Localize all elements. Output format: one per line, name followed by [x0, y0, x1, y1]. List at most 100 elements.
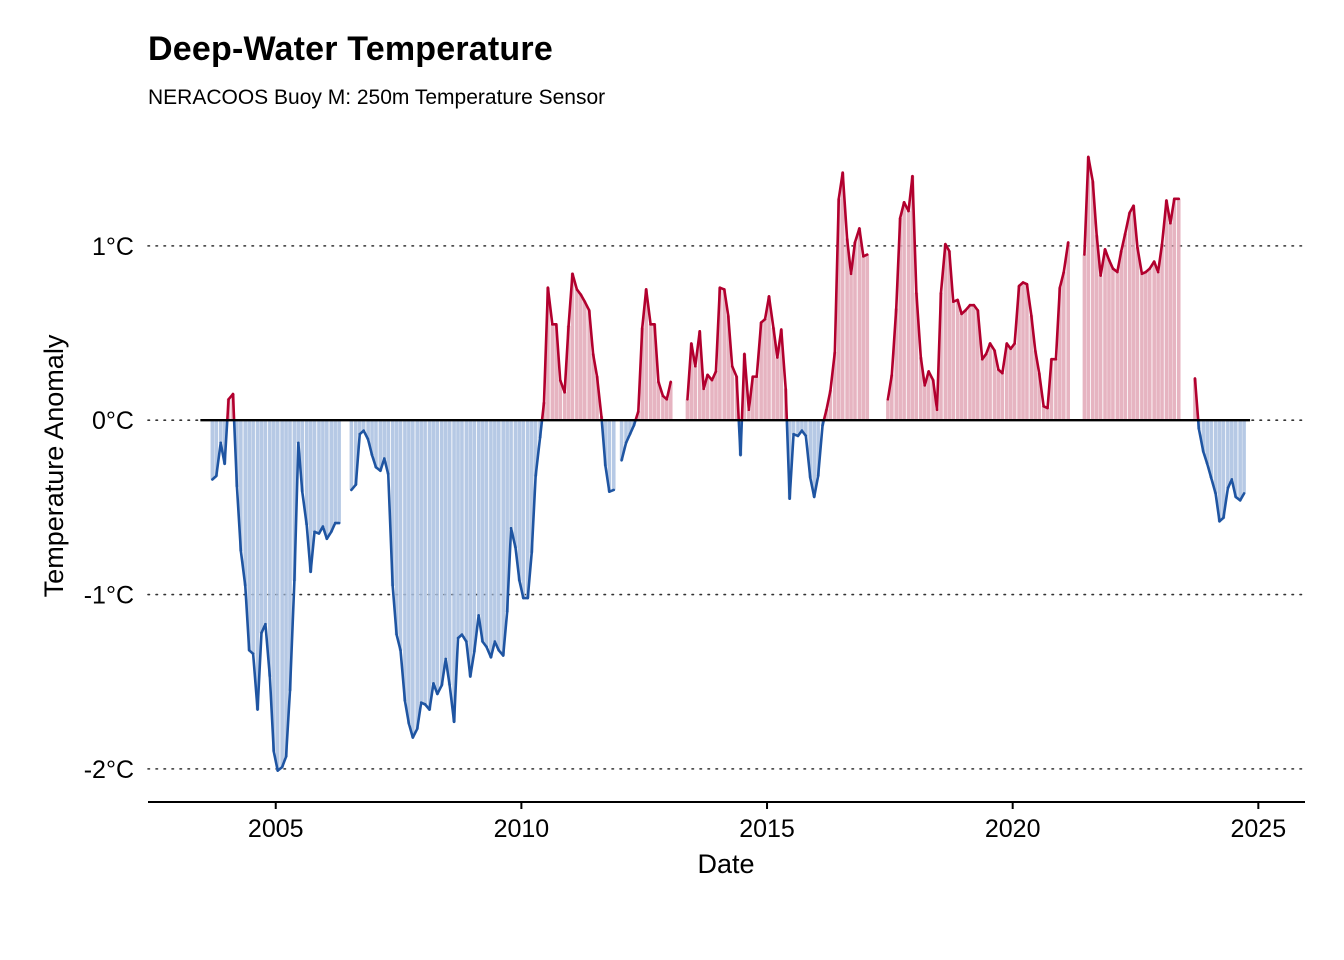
anomaly-line-segment	[714, 286, 722, 373]
anomaly-bar	[472, 420, 477, 653]
anomaly-bar	[288, 420, 292, 691]
anomaly-bar	[628, 420, 632, 435]
anomaly-bar	[816, 420, 820, 476]
anomaly-bar	[370, 420, 374, 456]
anomaly-bar	[1033, 350, 1038, 421]
anomaly-bar	[357, 420, 362, 435]
anomaly-bar	[452, 420, 456, 722]
anomaly-line-segment	[256, 631, 263, 711]
anomaly-bar	[935, 409, 939, 421]
anomaly-line-segment	[477, 614, 484, 643]
anomaly-line-segment	[1087, 155, 1095, 183]
anomaly-line-segment	[624, 432, 632, 445]
y-tick-label: -1°C	[84, 582, 134, 610]
anomaly-line-segment	[591, 352, 599, 378]
anomaly-bar	[489, 420, 493, 658]
anomaly-bar	[959, 313, 964, 421]
anomaly-bar	[1119, 251, 1124, 421]
anomaly-bar	[1094, 235, 1099, 421]
anomaly-bar	[775, 357, 780, 421]
anomaly-bar	[1111, 268, 1115, 421]
anomaly-bar	[939, 292, 943, 421]
anomaly-bar	[480, 420, 485, 642]
anomaly-line-segment	[1222, 486, 1230, 520]
anomaly-line-segment	[1123, 211, 1131, 235]
anomaly-bar	[685, 399, 690, 421]
y-tick-label: 0°C	[92, 407, 134, 435]
anomaly-line-segment	[395, 633, 402, 652]
anomaly-bar	[1086, 156, 1091, 421]
anomaly-line-segment	[1116, 249, 1123, 274]
anomaly-line-segment	[740, 352, 746, 422]
anomaly-line-segment	[587, 309, 595, 356]
anomaly-line-segment	[923, 370, 930, 387]
anomaly-line-segment	[710, 370, 718, 382]
anomaly-line-segment	[1230, 478, 1238, 499]
anomaly-bar	[1229, 420, 1234, 480]
anomaly-line-segment	[944, 242, 951, 253]
anomaly-bar	[1041, 406, 1046, 421]
anomaly-bar	[808, 420, 813, 478]
anomaly-line-segment	[628, 424, 636, 436]
anomaly-bar	[484, 420, 489, 647]
anomaly-bar	[1098, 275, 1103, 421]
anomaly-bar	[403, 420, 407, 701]
anomaly-line-segment	[280, 755, 288, 769]
anomaly-line-segment	[465, 640, 472, 678]
anomaly-line-segment	[579, 293, 587, 303]
anomaly-line-segment	[829, 350, 837, 392]
anomaly-bar	[337, 420, 341, 524]
anomaly-line-segment	[325, 530, 333, 541]
anomaly-bar	[1025, 284, 1029, 421]
anomaly-bar	[562, 392, 567, 421]
anomaly-bar	[963, 310, 968, 421]
anomaly-bar	[951, 301, 956, 421]
anomaly-bar	[1201, 420, 1206, 452]
anomaly-bar	[349, 420, 354, 490]
anomaly-line-segment	[452, 636, 460, 724]
anomaly-bar	[865, 254, 870, 421]
anomaly-bar	[648, 324, 653, 421]
anomaly-bar	[235, 420, 239, 487]
anomaly-line-segment	[1196, 418, 1201, 431]
anomaly-bar	[312, 420, 317, 532]
anomaly-line-segment	[845, 237, 853, 276]
anomaly-bar	[275, 420, 280, 771]
anomaly-bar	[980, 359, 985, 421]
anomaly-line-segment	[833, 197, 841, 354]
anomaly-bar	[533, 420, 538, 476]
anomaly-line-segment	[665, 380, 673, 401]
x-tick-label: 2020	[985, 815, 1041, 843]
anomaly-bar	[439, 420, 444, 686]
anomaly-bar	[919, 357, 923, 421]
anomaly-line-segment	[1136, 246, 1144, 276]
anomaly-line-segment	[1214, 492, 1221, 523]
anomaly-bar	[1176, 198, 1181, 421]
anomaly-line-segment	[554, 323, 562, 382]
anomaly-line-segment	[935, 291, 943, 412]
anomaly-line-segment	[640, 288, 648, 330]
anomaly-line-segment	[540, 401, 546, 422]
anomaly-bar	[849, 273, 853, 421]
anomaly-line-segment	[644, 288, 652, 326]
anomaly-line-segment	[239, 549, 247, 588]
anomaly-bar	[975, 310, 980, 421]
anomaly-bar	[840, 172, 845, 421]
anomaly-bar	[910, 176, 915, 421]
anomaly-line-segment	[1054, 286, 1062, 361]
anomaly-line-segment	[567, 272, 574, 328]
anomaly-line-segment	[1169, 197, 1176, 225]
anomaly-bar	[476, 420, 481, 616]
anomaly-bar	[501, 420, 506, 656]
anomaly-line-segment	[407, 722, 415, 739]
anomaly-line-segment	[634, 410, 640, 422]
x-tick-label: 2010	[494, 815, 550, 843]
anomaly-bar	[415, 420, 420, 729]
anomaly-bar	[710, 380, 714, 421]
anomaly-bar	[521, 420, 526, 599]
anomaly-bar	[1221, 420, 1226, 518]
anomaly-line-segment	[243, 584, 251, 652]
anomaly-line-segment	[1107, 258, 1115, 270]
anomaly-bar	[607, 420, 612, 492]
